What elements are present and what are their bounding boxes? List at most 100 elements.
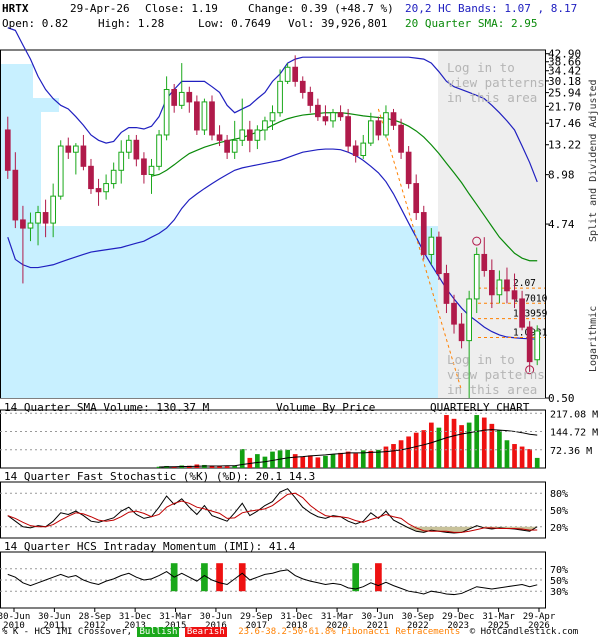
fib-level-label: 1.3959 bbox=[513, 309, 548, 320]
candle-body bbox=[171, 89, 178, 106]
candle-body bbox=[504, 279, 510, 292]
volume-bar bbox=[383, 446, 389, 468]
crossover-marker-bearish bbox=[375, 563, 382, 592]
candle-body bbox=[163, 89, 170, 136]
candle-body bbox=[526, 326, 533, 363]
price-tick-label: 13.22 bbox=[548, 139, 581, 152]
x-tick-label-top: 31-Mar bbox=[321, 612, 354, 622]
fib-anchor-line bbox=[377, 108, 463, 391]
candle-body bbox=[511, 290, 518, 300]
price-tick-label: 34.42 bbox=[548, 65, 581, 78]
stochastic-panel-title: 14 Quarter Fast Stochastic (%K) (%D): 20… bbox=[4, 470, 316, 483]
x-tick-label-bottom: 2023 bbox=[447, 621, 469, 631]
candle-body bbox=[27, 222, 34, 229]
crossover-marker-bullish bbox=[201, 563, 208, 592]
volume-tick-label: 217.08 M bbox=[550, 409, 598, 420]
volume-bar bbox=[353, 453, 359, 468]
candle-body bbox=[337, 112, 344, 118]
candle-body bbox=[262, 120, 268, 131]
volume-bar bbox=[481, 417, 487, 468]
x-tick-label-top: 31-Dec bbox=[280, 612, 313, 622]
candle-body bbox=[95, 188, 102, 193]
volume-bar bbox=[489, 423, 495, 468]
candle-body bbox=[118, 151, 125, 171]
candle-body bbox=[148, 165, 155, 175]
volume-bar bbox=[497, 430, 502, 468]
volume-bar bbox=[338, 452, 343, 468]
volume-bar bbox=[217, 465, 222, 468]
candle-body bbox=[458, 323, 465, 342]
candle-body bbox=[360, 142, 367, 157]
high-value: High: 1.28 bbox=[98, 17, 165, 30]
x-tick-label-bottom: 2011 bbox=[44, 621, 66, 631]
imi-panel-frame bbox=[0, 551, 546, 609]
x-tick-label-top: 30-Jun bbox=[361, 612, 394, 622]
close-value: Close: 1.19 bbox=[145, 2, 218, 15]
open-value: Open: 0.82 bbox=[2, 17, 69, 30]
candle-body bbox=[12, 169, 19, 221]
price-tick-label: 42.90 bbox=[548, 48, 581, 61]
log-scale-label: Logarithmic bbox=[588, 305, 599, 372]
candle-body bbox=[178, 91, 185, 106]
x-tick-label-bottom: 2010 bbox=[3, 621, 25, 631]
candle-body bbox=[534, 330, 541, 361]
footer-legend: % K - HCS IMI Crossover, Bullish Bearish… bbox=[2, 627, 578, 637]
volume-bar bbox=[292, 454, 298, 468]
volume-bar bbox=[270, 451, 275, 468]
volume-value: Vol: 39,926,801 bbox=[288, 17, 388, 30]
volume-bar bbox=[512, 444, 517, 468]
x-tick-label-top: 29-Apr bbox=[523, 612, 556, 622]
quote-date: 29-Apr-26 bbox=[70, 2, 130, 15]
x-tick-label-top: 28-Sep bbox=[79, 612, 112, 622]
x-tick-label-bottom: 2021 bbox=[367, 621, 389, 631]
patterns-watermark-bottom: Log in to view patterns in this area bbox=[447, 352, 545, 397]
change-value: Change: 0.39 (+48.7 %) bbox=[248, 2, 394, 15]
volume-bar bbox=[391, 444, 396, 468]
candle-body bbox=[42, 212, 49, 224]
x-tick-label-bottom: 2012 bbox=[84, 621, 106, 631]
volume-bar bbox=[171, 466, 177, 468]
imi-tick-label: 30% bbox=[550, 587, 568, 598]
volume-bar bbox=[376, 449, 381, 468]
volume-bar bbox=[307, 455, 313, 468]
candle-body bbox=[466, 298, 472, 342]
patterns-watermark-top: Log in to view patterns in this area bbox=[447, 60, 545, 105]
imi-tick-label: 50% bbox=[550, 576, 568, 587]
sma-value: 20 Quarter SMA: 2.95 bbox=[405, 17, 538, 30]
candle-body bbox=[383, 112, 389, 136]
price-tick-label: 38.66 bbox=[548, 56, 581, 69]
imi-panel-title: 14 Quarter HCS Intraday Momentum (IMI): … bbox=[4, 540, 296, 553]
candle-body bbox=[4, 129, 11, 171]
candle-body bbox=[133, 139, 140, 160]
price-tick-label: 30.18 bbox=[548, 75, 581, 88]
volume-bar bbox=[459, 425, 464, 468]
volume-bar bbox=[285, 449, 290, 468]
price-axis-title: Split and Dividend Adjusted bbox=[588, 79, 599, 242]
volume-bar bbox=[428, 422, 434, 468]
candle-body bbox=[125, 139, 132, 153]
x-tick-label-bottom: 2025 bbox=[488, 621, 510, 631]
volume-bar bbox=[360, 450, 366, 468]
swing-high-marker bbox=[472, 236, 482, 246]
candle-body bbox=[519, 298, 525, 328]
candle-body bbox=[65, 145, 72, 153]
x-tick-label-top: 30-Sep bbox=[402, 612, 435, 622]
candle-body bbox=[315, 104, 321, 118]
candle-body bbox=[390, 112, 397, 126]
crossover-legend-prefix: % K - HCS IMI Crossover, bbox=[2, 627, 133, 637]
candle-body bbox=[473, 253, 480, 300]
volume-bar bbox=[444, 415, 449, 468]
x-tick-label-top: 31-Dec bbox=[119, 612, 152, 622]
volume-bar bbox=[527, 449, 532, 468]
volume-bar bbox=[202, 464, 207, 468]
x-tick-label-top: 29-Dec bbox=[442, 612, 475, 622]
x-tick-label-top: 30-Jun bbox=[200, 612, 233, 622]
candle-body bbox=[20, 219, 26, 229]
candle-body bbox=[299, 80, 306, 93]
volume-bar bbox=[436, 427, 442, 468]
price-tick-label: 25.94 bbox=[548, 87, 581, 100]
stoch-tick-label: 20% bbox=[550, 523, 568, 534]
candle-body bbox=[57, 145, 64, 197]
candle-body bbox=[436, 236, 442, 275]
